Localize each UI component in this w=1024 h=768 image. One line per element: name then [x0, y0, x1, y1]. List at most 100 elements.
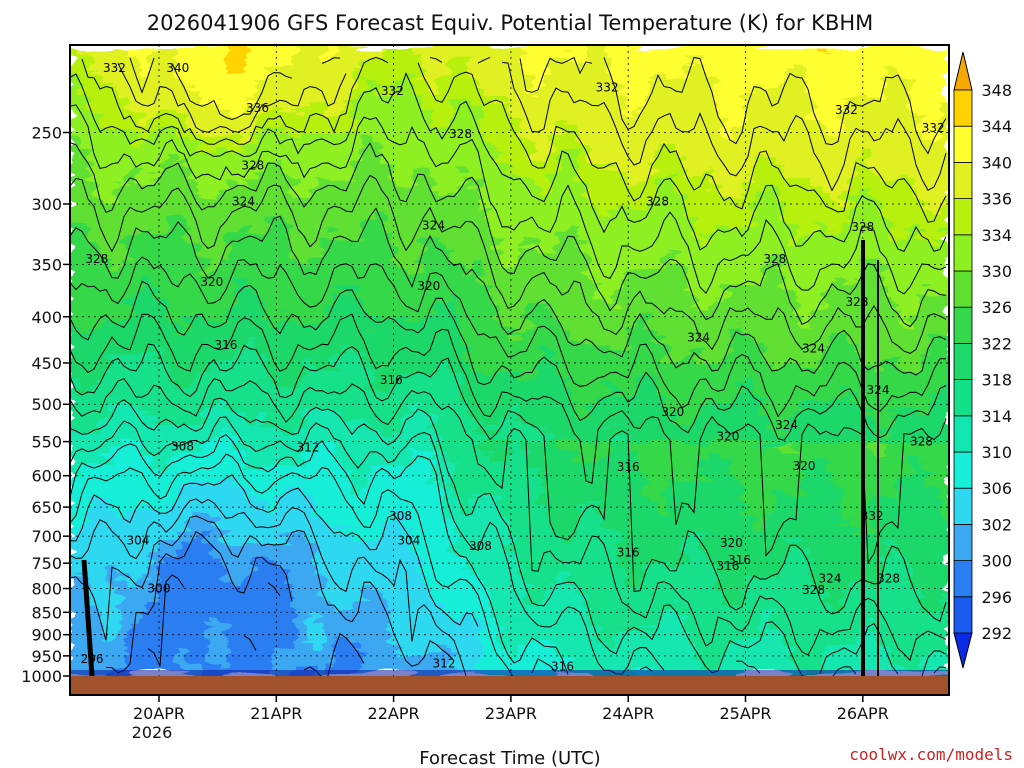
field-cell: [616, 378, 628, 389]
field-cell: [783, 45, 794, 55]
field-cell: [909, 108, 921, 118]
field-cell: [714, 369, 725, 380]
field-cell: [480, 531, 491, 542]
field-cell: [70, 135, 81, 145]
field-cell: [812, 351, 823, 362]
field-cell: [792, 171, 804, 181]
field-cell: [275, 297, 286, 307]
field-cell: [480, 495, 491, 506]
field-cell: [568, 297, 579, 307]
field-cell: [314, 360, 325, 371]
field-cell: [548, 243, 559, 253]
field-cell: [695, 522, 706, 533]
field-cell: [870, 513, 882, 524]
field-cell: [783, 198, 794, 208]
field-cell: [265, 306, 276, 316]
field-cell: [704, 270, 716, 280]
field-cell: [353, 477, 364, 488]
field-cell: [402, 171, 413, 181]
field-cell: [265, 315, 276, 325]
field-cell: [197, 81, 208, 91]
field-cell: [197, 153, 208, 163]
field-cell: [431, 108, 442, 118]
field-cell: [870, 45, 882, 55]
field-cell: [802, 342, 813, 353]
field-cell: [294, 297, 305, 307]
field-cell: [783, 468, 794, 479]
field-cell: [353, 378, 364, 389]
field-cell: [333, 387, 345, 398]
field-cell: [929, 72, 940, 82]
field-cell: [421, 261, 432, 271]
field-cell: [616, 153, 628, 163]
field-cell: [577, 396, 589, 407]
field-cell: [70, 171, 81, 181]
field-cell: [177, 522, 188, 533]
field-cell: [382, 108, 393, 118]
field-cell: [167, 189, 179, 199]
field-cell: [519, 495, 530, 506]
field-cell: [773, 81, 784, 91]
field-cell: [275, 108, 286, 118]
field-cell: [480, 45, 491, 55]
field-cell: [792, 279, 804, 289]
field-cell: [431, 261, 442, 271]
field-cell: [245, 252, 257, 262]
field-cell: [216, 126, 227, 136]
field-cell: [128, 252, 139, 262]
field-cell: [646, 486, 657, 497]
field-cell: [685, 369, 696, 380]
field-cell: [363, 333, 374, 344]
field-cell: [763, 531, 774, 542]
field-cell: [685, 162, 696, 172]
field-cell: [294, 144, 305, 154]
field-cell: [509, 540, 520, 551]
field-cell: [900, 198, 911, 208]
field-cell: [99, 252, 110, 262]
field-cell: [79, 252, 91, 262]
field-cell: [460, 162, 472, 172]
field-cell: [743, 351, 755, 362]
field-cell: [529, 189, 540, 199]
field-cell: [890, 153, 901, 163]
field-cell: [333, 369, 345, 380]
field-cell: [392, 252, 403, 262]
field-cell: [470, 306, 481, 316]
field-cell: [255, 171, 266, 181]
field-cell: [236, 360, 247, 371]
field-cell: [607, 333, 618, 344]
field-cell: [206, 243, 218, 253]
field-cell: [167, 63, 179, 73]
field-cell: [363, 414, 374, 425]
field-cell: [607, 531, 618, 542]
field-cell: [939, 342, 949, 353]
field-cell: [831, 189, 843, 199]
field-cell: [626, 135, 638, 145]
field-cell: [431, 297, 442, 307]
field-cell: [343, 495, 354, 506]
field-cell: [636, 72, 647, 82]
field-cell: [226, 99, 237, 109]
field-cell: [431, 432, 442, 443]
field-cell: [870, 54, 882, 64]
field-cell: [138, 288, 149, 298]
field-cell: [831, 252, 843, 262]
field-cell: [656, 198, 667, 208]
field-cell: [695, 450, 706, 461]
field-cell: [870, 180, 882, 190]
field-cell: [148, 171, 159, 181]
field-cell: [685, 396, 696, 407]
field-cell: [577, 126, 589, 136]
field-cell: [558, 315, 569, 325]
field-cell: [450, 180, 462, 190]
field-cell: [870, 324, 882, 334]
field-cell: [822, 315, 833, 325]
field-cell: [206, 117, 218, 127]
field-cell: [206, 108, 218, 118]
field-cell: [646, 306, 657, 316]
field-cell: [148, 72, 159, 82]
field-cell: [363, 432, 374, 443]
field-cell: [734, 90, 745, 100]
field-cell: [822, 396, 833, 407]
field-cell: [109, 459, 120, 470]
